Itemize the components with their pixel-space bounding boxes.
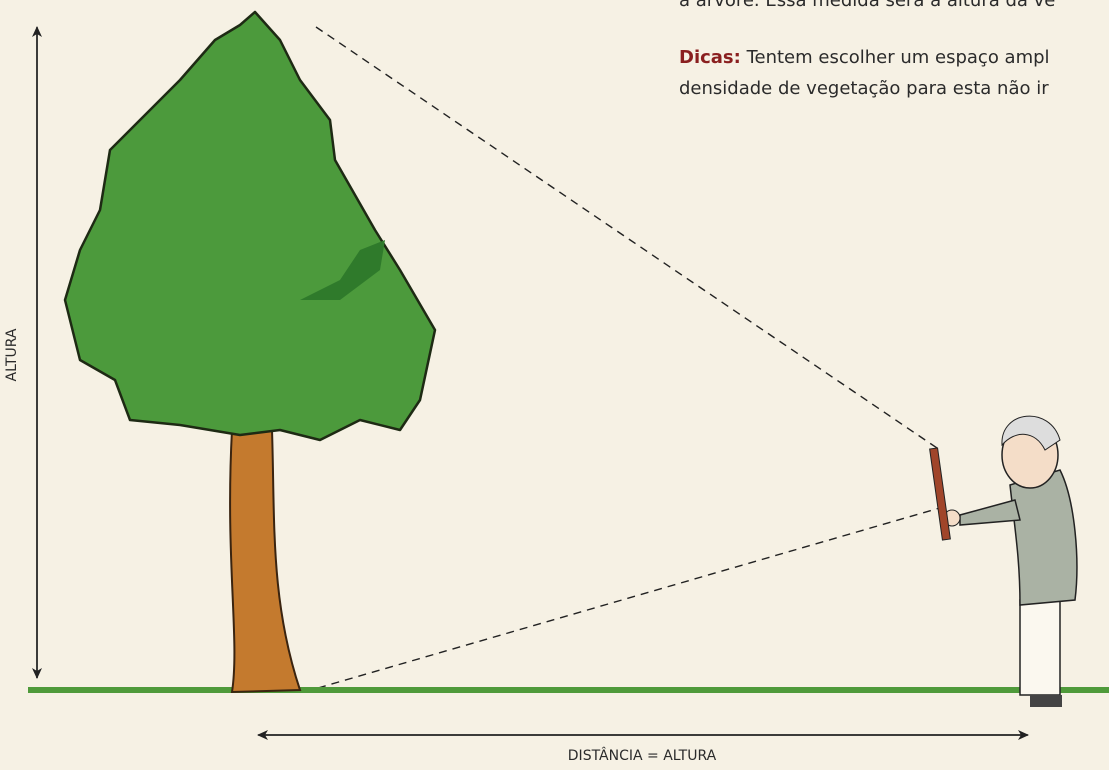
ground [28, 687, 1109, 693]
height-label: ALTURA [4, 328, 20, 381]
illustration: a árvore. Essa medida será a altura da v… [0, 0, 1109, 770]
page: a árvore. Essa medida será a altura da v… [0, 0, 1109, 770]
instruction-text: a árvore. Essa medida será a altura da v… [679, 0, 1055, 11]
tip-label: Dicas: [679, 47, 741, 68]
distance-label: DISTÂNCIA = ALTURA [568, 746, 717, 764]
tip-line: Tentem escolher um espaço ampl [746, 47, 1050, 68]
tip-text: Dicas: Tentem escolher um espaço ampl [679, 47, 1050, 68]
tip-text: densidade de vegetação para esta não ir [679, 78, 1049, 99]
